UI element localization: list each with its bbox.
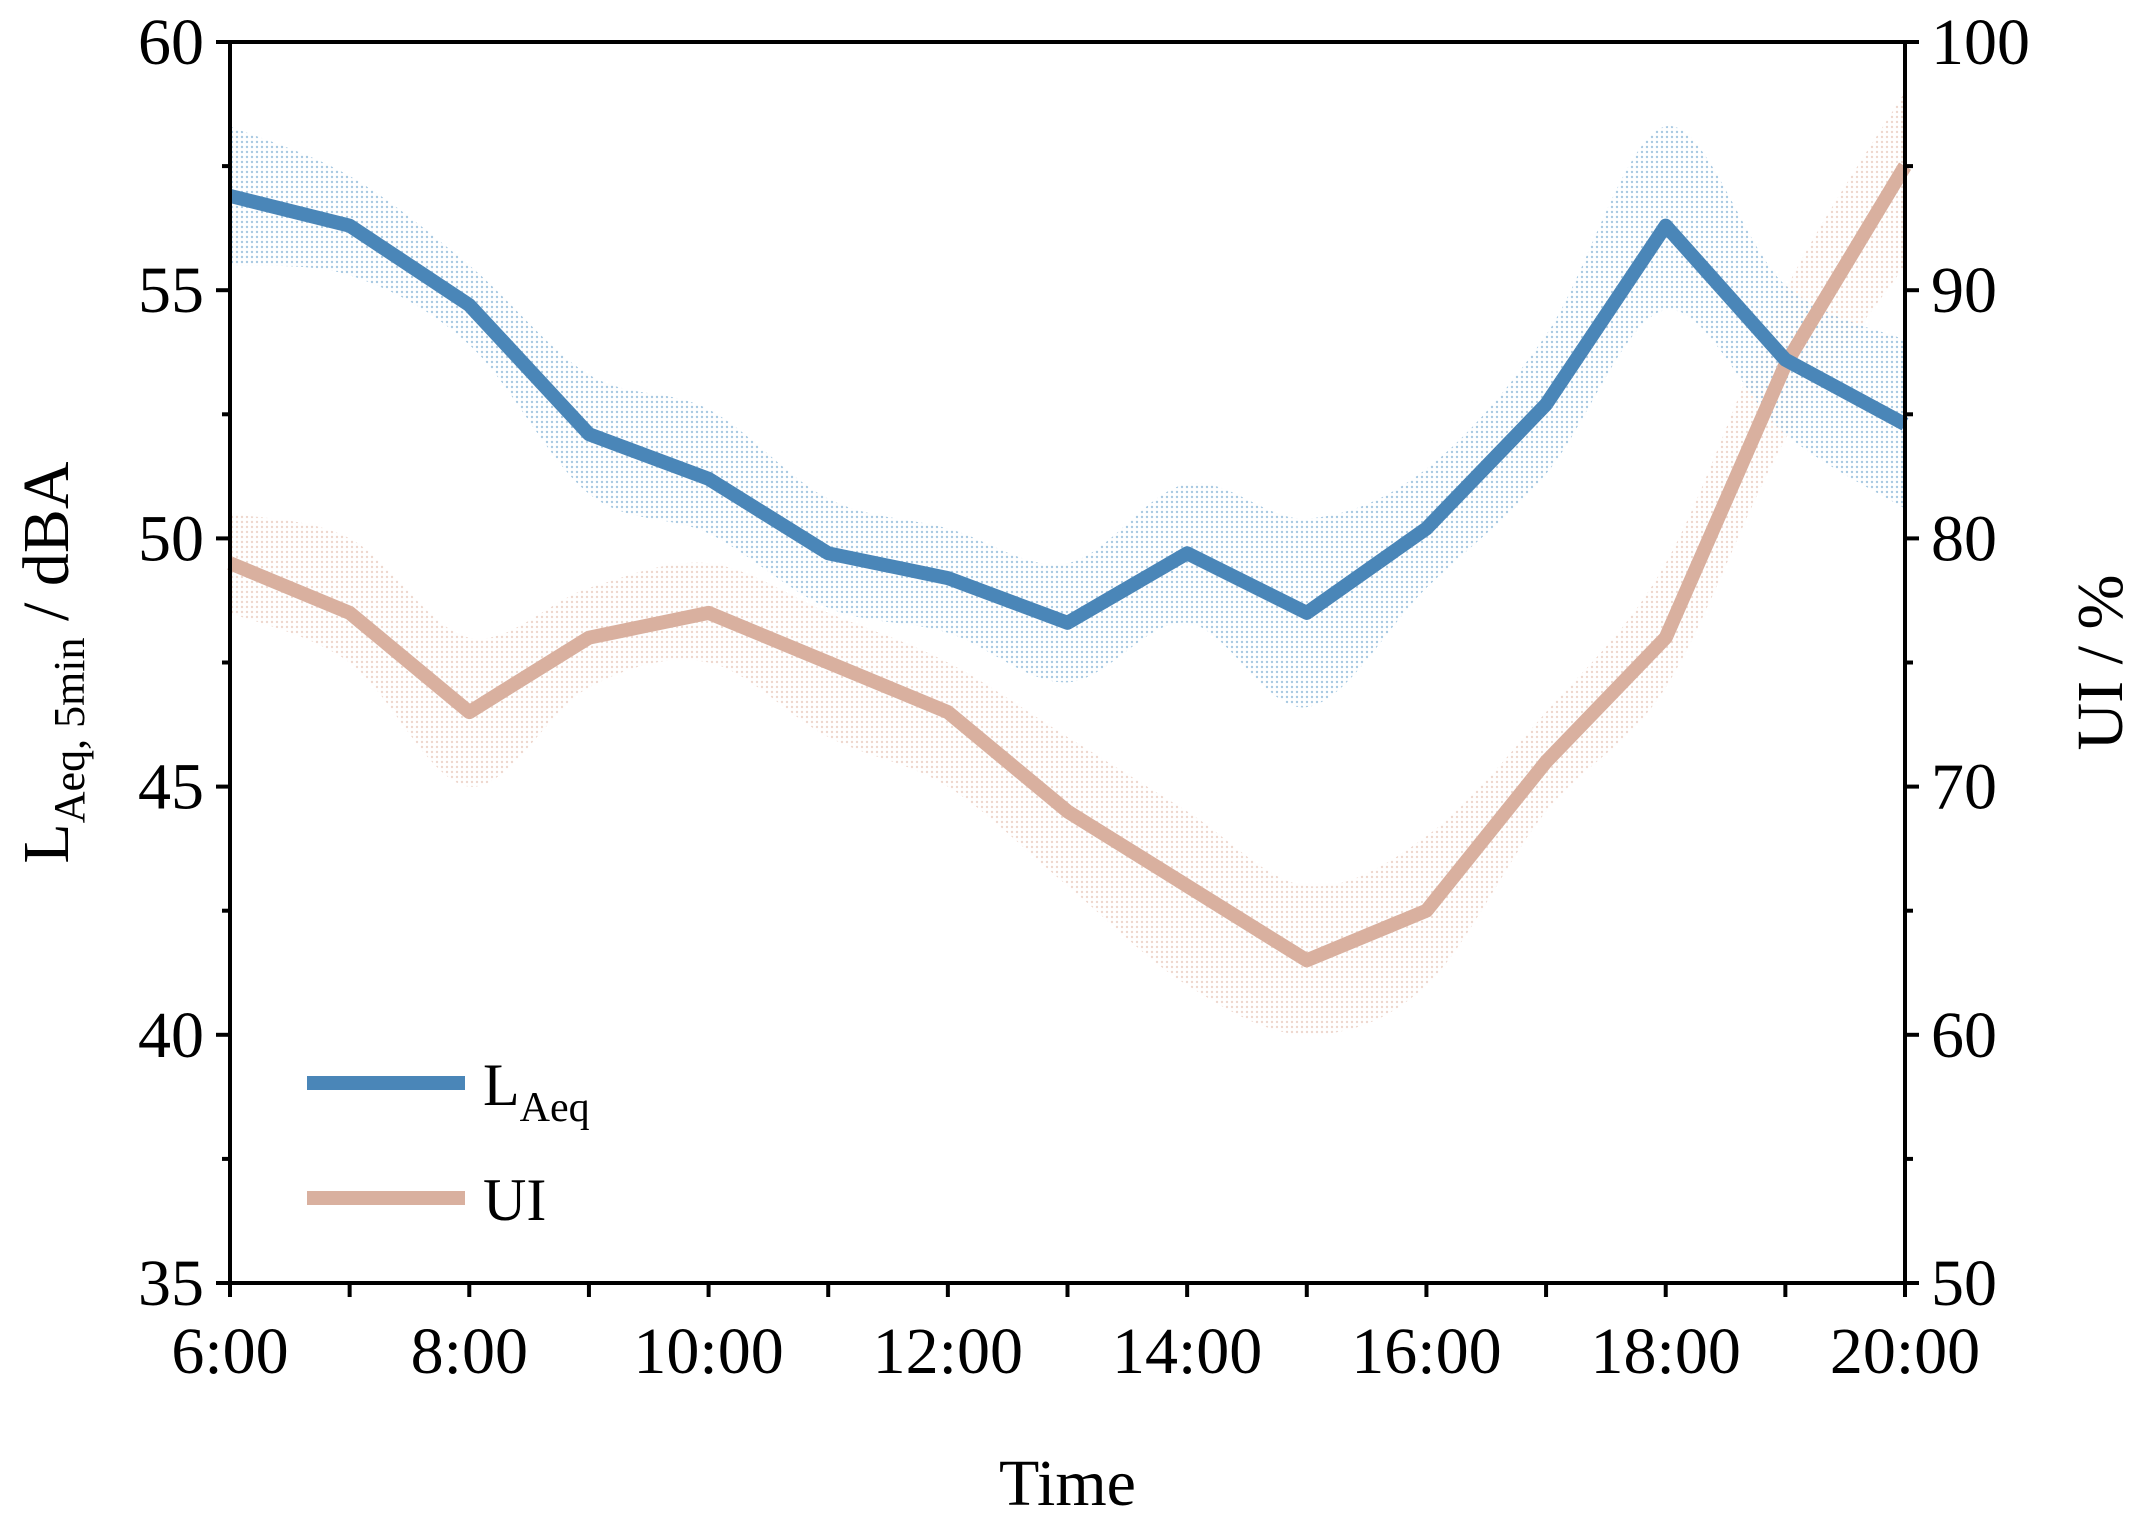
left-y-tick-label: 50 — [138, 502, 204, 575]
legend-label-laeq: LAeq — [483, 1052, 590, 1131]
x-tick-label: 10:00 — [633, 1315, 783, 1388]
band-ui — [230, 91, 1905, 1035]
x-tick-label: 8:00 — [411, 1315, 528, 1388]
legend-label-ui: UI — [483, 1167, 546, 1233]
left-axis-title-rest: / dBA — [10, 461, 83, 637]
right-y-tick-label: 70 — [1931, 751, 1997, 824]
x-tick-label: 12:00 — [873, 1315, 1023, 1388]
left-y-tick-label: 35 — [138, 1247, 204, 1320]
series-line-laeq — [228, 189, 1909, 630]
x-tick-label: 16:00 — [1351, 1315, 1501, 1388]
right-axis-title: UI / % — [2064, 575, 2137, 751]
series-lines — [227, 162, 1911, 968]
legend-label-laeq-main: L — [483, 1052, 520, 1118]
right-y-tick-label: 100 — [1931, 6, 2030, 79]
x-tick-label: 20:00 — [1830, 1315, 1980, 1388]
left-y-tick-label: 55 — [138, 254, 204, 327]
x-tick-label: 18:00 — [1591, 1315, 1741, 1388]
left-axis-title-main: L — [10, 823, 83, 863]
left-axis-title-sub: Aeq, 5min — [45, 637, 94, 823]
series-line-ui — [227, 162, 1911, 968]
x-axis-title: Time — [999, 1447, 1136, 1515]
left-y-tick-label: 45 — [138, 751, 204, 824]
right-y-tick-label: 60 — [1931, 999, 1997, 1072]
legend: LAeq UI — [307, 1052, 590, 1233]
tick-labels: 6:00 8:00 10:00 12:00 14:00 16:00 18:00 20:00 35… — [138, 6, 2030, 1388]
legend-label-laeq-sub: Aeq — [520, 1085, 590, 1131]
left-axis-title: LAeq, 5min / dBA — [10, 461, 94, 863]
right-y-tick-label: 80 — [1931, 502, 1997, 575]
left-y-tick-label: 40 — [138, 999, 204, 1072]
x-tick-label: 14:00 — [1112, 1315, 1262, 1388]
x-tick-label: 6:00 — [171, 1315, 288, 1388]
right-y-tick-label: 90 — [1931, 254, 1997, 327]
left-y-tick-label: 60 — [138, 6, 204, 79]
axis-ticks — [216, 40, 1919, 1297]
right-y-tick-label: 50 — [1931, 1247, 1997, 1320]
